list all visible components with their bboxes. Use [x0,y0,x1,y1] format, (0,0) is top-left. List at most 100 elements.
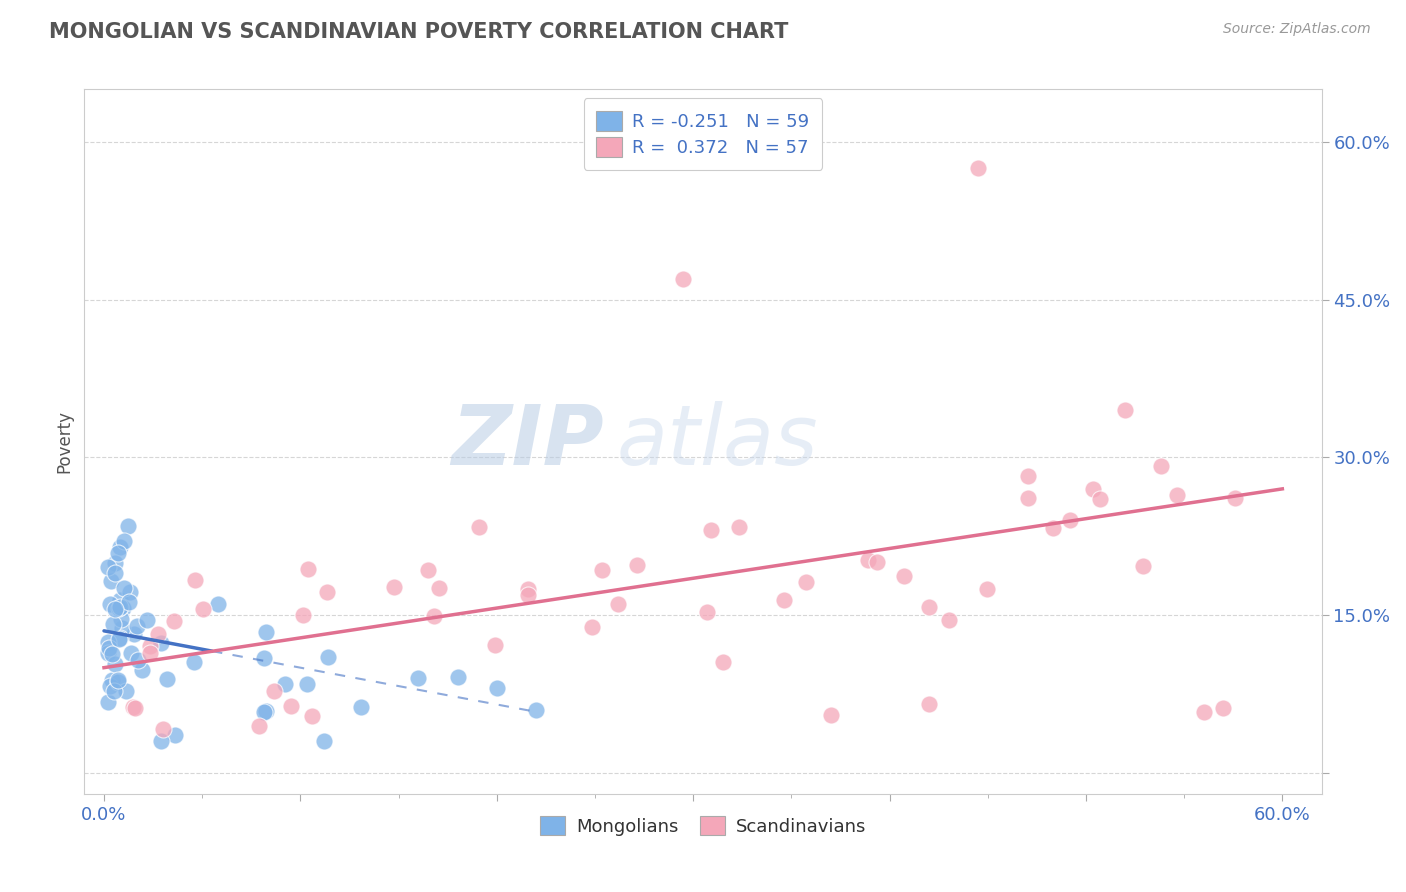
Point [938,613,960,627]
Point [156,672,179,686]
Point [1083,482,1105,496]
Point [696,605,718,619]
Point [711,655,734,669]
Point [1223,491,1246,505]
Point [124,626,146,640]
Point [1166,488,1188,502]
Point [423,608,446,623]
Point [103,684,125,698]
Point [104,657,127,671]
Point [794,575,817,590]
Point [138,639,160,653]
Point [149,734,172,748]
Point [893,569,915,583]
Text: Source: ZipAtlas.com: Source: ZipAtlas.com [1223,22,1371,37]
Point [349,700,371,714]
Point [110,631,132,645]
Point [446,670,468,684]
Point [918,698,941,712]
Point [139,646,162,660]
Point [1017,469,1039,483]
Point [135,613,157,627]
Point [467,520,489,534]
Text: MONGOLIAN VS SCANDINAVIAN POVERTY CORRELATION CHART: MONGOLIAN VS SCANDINAVIAN POVERTY CORREL… [49,22,789,42]
Point [97,560,120,574]
Point [516,587,538,601]
Point [820,708,842,723]
Point [120,585,142,599]
Point [1192,705,1215,719]
Point [152,722,174,736]
Point [517,582,540,596]
Point [146,626,169,640]
Point [301,708,323,723]
Point [253,705,276,719]
Point [700,523,723,537]
Point [101,673,124,687]
Point [728,519,751,533]
Point [1042,521,1064,535]
Point [967,161,990,175]
Point [121,700,143,714]
Point [1090,492,1112,507]
Point [111,601,134,615]
Point [107,673,129,687]
Point [626,558,648,573]
Point [606,597,628,611]
Point [591,563,613,577]
Point [254,704,277,718]
Point [581,620,603,634]
Point [112,534,135,549]
Point [416,564,439,578]
Point [108,632,131,646]
Point [98,640,121,655]
Point [184,574,207,588]
Point [315,585,337,599]
Point [98,680,121,694]
Y-axis label: Poverty: Poverty [55,410,73,473]
Point [193,602,215,616]
Point [163,728,186,742]
Point [124,700,146,714]
Point [100,574,122,588]
Legend: Mongolians, Scandinavians: Mongolians, Scandinavians [527,803,879,848]
Point [120,646,142,660]
Point [865,555,887,569]
Point [104,566,127,580]
Point [112,581,135,595]
Text: ZIP: ZIP [451,401,605,482]
Point [114,683,136,698]
Point [1132,559,1154,574]
Point [183,655,205,669]
Point [110,593,132,607]
Point [149,636,172,650]
Point [107,675,129,690]
Point [773,592,796,607]
Point [110,612,132,626]
Point [263,684,285,698]
Point [104,556,127,570]
Point [1114,403,1136,417]
Point [1212,700,1234,714]
Point [254,624,277,639]
Point [107,546,129,560]
Point [97,695,120,709]
Point [118,595,141,609]
Point [274,677,297,691]
Point [131,663,153,677]
Point [108,601,131,615]
Point [485,681,508,696]
Point [253,651,276,665]
Point [427,581,450,595]
Point [295,676,318,690]
Point [111,621,134,635]
Point [117,518,139,533]
Point [128,653,150,667]
Point [101,617,124,632]
Point [125,619,148,633]
Point [312,734,335,748]
Point [97,646,120,660]
Point [108,600,131,615]
Text: atlas: atlas [616,401,818,482]
Point [524,703,547,717]
